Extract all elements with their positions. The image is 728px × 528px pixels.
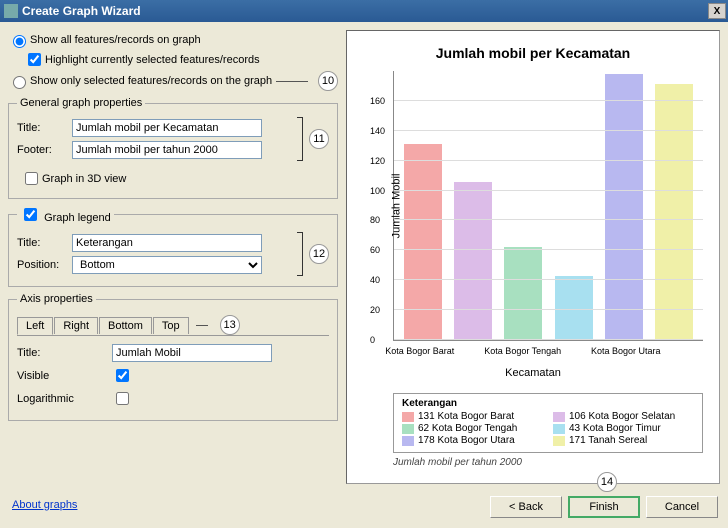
- swatch-icon: [402, 412, 414, 422]
- swatch-icon: [402, 424, 414, 434]
- check-3d[interactable]: [25, 172, 38, 185]
- chart-xlabel: Kecamatan: [357, 367, 709, 379]
- close-button[interactable]: X: [708, 3, 726, 19]
- legend-text: 62 Kota Bogor Tengah: [418, 423, 517, 434]
- check-axis-visible[interactable]: [116, 369, 129, 382]
- legend-item: 106 Kota Bogor Selatan: [553, 411, 694, 422]
- chart-title: Jumlah mobil per Kecamatan: [357, 45, 709, 61]
- cancel-button[interactable]: Cancel: [646, 496, 718, 518]
- radio-show-all-label: Show all features/records on graph: [30, 34, 201, 46]
- swatch-icon: [402, 436, 414, 446]
- back-button[interactable]: < Back: [490, 496, 562, 518]
- axis-title-input[interactable]: [112, 344, 272, 362]
- legend-title-input[interactable]: [72, 234, 262, 252]
- title-bar: Create Graph Wizard X: [0, 0, 728, 22]
- legend-text: 43 Kota Bogor Timur: [569, 423, 661, 434]
- chart-legend: Keterangan 131 Kota Bogor Barat 106 Kota …: [393, 393, 703, 453]
- finish-button[interactable]: Finish: [568, 496, 640, 518]
- callout-14: 14: [597, 472, 617, 492]
- swatch-icon: [553, 424, 565, 434]
- legend-item: 131 Kota Bogor Barat: [402, 411, 543, 422]
- tab-top[interactable]: Top: [153, 317, 189, 334]
- window-title: Create Graph Wizard: [22, 4, 708, 18]
- title-label: Title:: [17, 122, 72, 134]
- chart-footer: Jumlah mobil per tahun 2000: [393, 457, 709, 468]
- callout-13: 13: [220, 315, 240, 335]
- radio-show-selected-label: Show only selected features/records on t…: [30, 75, 272, 87]
- axis-visible-label: Visible: [17, 370, 112, 382]
- axis-title-label: Title:: [17, 347, 112, 359]
- legend-fieldset: Graph legend Title: Position: Bottom 12: [8, 205, 338, 287]
- title-input[interactable]: [72, 119, 262, 137]
- settings-panel: Show all features/records on graph Highl…: [8, 30, 338, 484]
- legend-item: 62 Kota Bogor Tengah: [402, 423, 543, 434]
- legend-item: 43 Kota Bogor Timur: [553, 423, 694, 434]
- chart-legend-title: Keterangan: [402, 398, 694, 409]
- general-fieldset: General graph properties Title: Footer: …: [8, 97, 338, 199]
- legend-pos-label: Position:: [17, 259, 72, 271]
- x-tick-label: Kota Bogor Tengah: [484, 346, 561, 356]
- axis-fieldset: Axis properties Left Right Bottom Top 13…: [8, 293, 338, 421]
- tab-right[interactable]: Right: [54, 317, 98, 334]
- axis-log-label: Logarithmic: [17, 393, 112, 405]
- legend-text: 131 Kota Bogor Barat: [418, 411, 514, 422]
- chart-area: Jumlah Mobil 020406080100120140160Kota B…: [393, 71, 703, 341]
- legend-item: 178 Kota Bogor Utara: [402, 435, 543, 446]
- check-axis-log[interactable]: [116, 392, 129, 405]
- callout-10: 10: [318, 71, 338, 91]
- tab-bottom[interactable]: Bottom: [99, 317, 152, 334]
- about-link[interactable]: About graphs: [0, 493, 89, 517]
- bar: [404, 144, 442, 340]
- check-3d-label: Graph in 3D view: [42, 173, 126, 185]
- callout-12: 12: [309, 244, 329, 264]
- bar: [555, 276, 593, 340]
- legend-pos-select[interactable]: Bottom: [72, 256, 262, 274]
- radio-show-selected[interactable]: [13, 76, 26, 89]
- check-highlight-label: Highlight currently selected features/re…: [45, 54, 260, 66]
- app-icon: [4, 4, 18, 18]
- check-legend[interactable]: [24, 208, 37, 221]
- legend-title-label: Title:: [17, 237, 72, 249]
- axis-tabs: Left Right Bottom Top 13: [17, 315, 329, 336]
- footer-input[interactable]: [72, 141, 262, 159]
- axis-legend: Axis properties: [17, 293, 96, 305]
- footer-label: Footer:: [17, 144, 72, 156]
- legend-item: 171 Tanah Sereal: [553, 435, 694, 446]
- callout-11: 11: [309, 129, 329, 149]
- x-tick-label: Kota Bogor Barat: [385, 346, 454, 356]
- bar: [655, 84, 693, 340]
- legend-text: 106 Kota Bogor Selatan: [569, 411, 675, 422]
- swatch-icon: [553, 436, 565, 446]
- chart-preview: Jumlah mobil per Kecamatan Jumlah Mobil …: [346, 30, 720, 484]
- bar: [605, 74, 643, 340]
- tab-left[interactable]: Left: [17, 317, 53, 335]
- general-legend: General graph properties: [17, 97, 145, 109]
- check-highlight[interactable]: [28, 53, 41, 66]
- check-legend-label: Graph legend: [44, 212, 111, 224]
- legend-text: 178 Kota Bogor Utara: [418, 435, 515, 446]
- swatch-icon: [553, 412, 565, 422]
- legend-text: 171 Tanah Sereal: [569, 435, 647, 446]
- bar: [504, 247, 542, 340]
- bar: [454, 182, 492, 340]
- radio-show-all[interactable]: [13, 35, 26, 48]
- x-tick-label: Kota Bogor Utara: [591, 346, 661, 356]
